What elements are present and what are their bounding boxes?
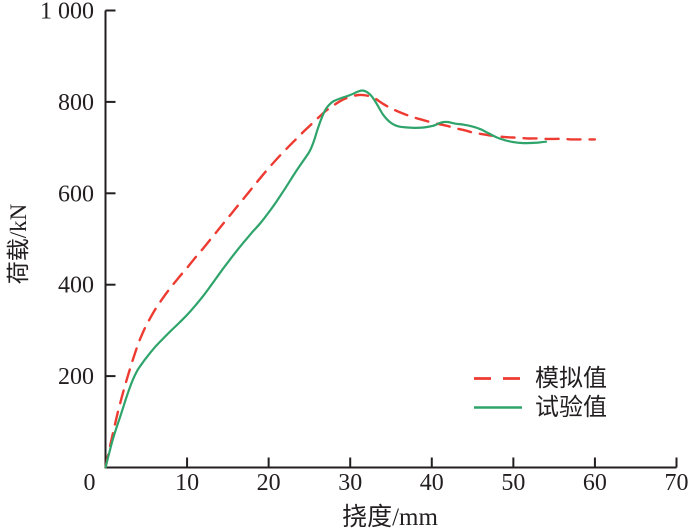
legend-item-simulated: 模拟值 bbox=[474, 364, 607, 393]
legend-item-experimental: 试验值 bbox=[474, 393, 607, 422]
x-tick-label: 0 bbox=[84, 470, 96, 496]
y-tick-label: 200 bbox=[58, 364, 94, 390]
y-tick-label: 1 000 bbox=[40, 0, 94, 25]
x-tick-label: 50 bbox=[501, 470, 525, 496]
experimental-solid-line-swatch bbox=[474, 406, 522, 409]
x-tick-label: 60 bbox=[583, 470, 607, 496]
x-tick-label: 10 bbox=[175, 470, 199, 496]
legend: 模拟值 试验值 bbox=[474, 364, 607, 422]
x-tick-label: 70 bbox=[665, 470, 689, 496]
simulated-curve bbox=[104, 93, 597, 469]
y-tick-label: 600 bbox=[58, 181, 94, 207]
y-tick-label: 400 bbox=[58, 273, 94, 299]
legend-label-simulated: 模拟值 bbox=[535, 365, 607, 392]
y-axis-title: 荷载/kN bbox=[6, 203, 31, 285]
legend-label-experimental: 试验值 bbox=[535, 394, 607, 421]
experimental-curve bbox=[104, 89, 548, 469]
x-tick-label: 20 bbox=[257, 470, 281, 496]
x-axis-title: 挠度/mm bbox=[342, 504, 438, 531]
y-tick-label: 800 bbox=[58, 90, 94, 116]
x-tick-label: 40 bbox=[420, 470, 444, 496]
x-tick-label: 30 bbox=[338, 470, 362, 496]
simulated-dashed-line-swatch bbox=[474, 377, 522, 380]
